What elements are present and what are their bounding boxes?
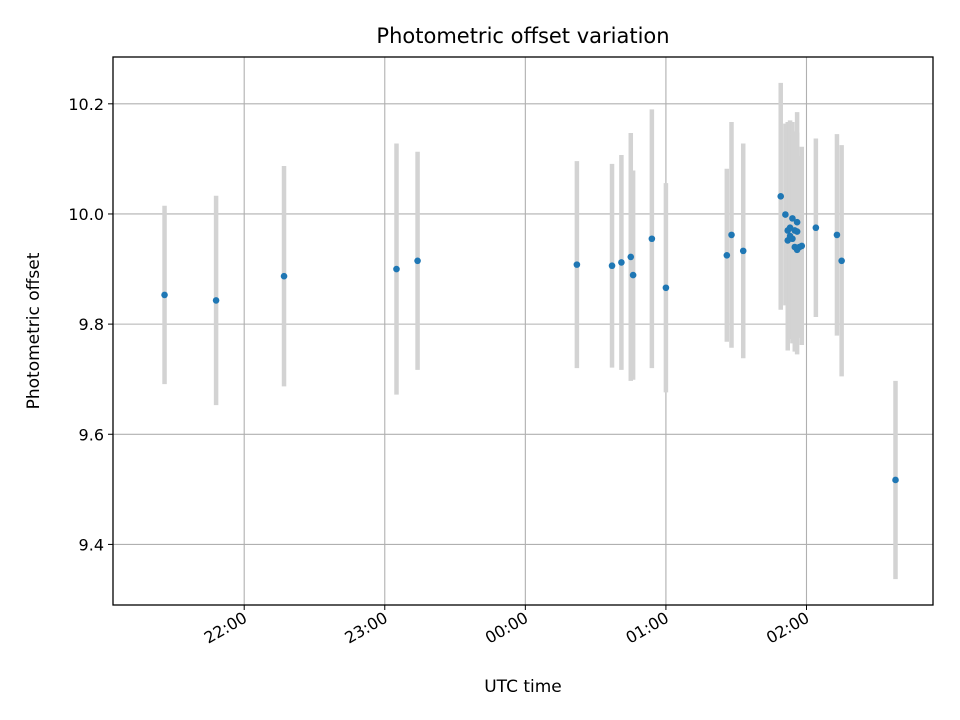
data-point <box>833 231 841 239</box>
data-point <box>280 272 288 280</box>
data-point <box>739 247 747 255</box>
x-axis-label: UTC time <box>484 677 562 697</box>
data-point <box>662 284 670 292</box>
data-point <box>793 228 801 235</box>
chart-title: Photometric offset variation <box>376 24 669 48</box>
y-tick-label: 10.0 <box>68 205 104 224</box>
data-point <box>618 259 625 266</box>
data-point <box>789 215 796 222</box>
data-point <box>627 253 635 261</box>
data-point <box>629 271 637 279</box>
data-point <box>798 242 806 250</box>
data-point <box>161 291 168 299</box>
data-point <box>728 231 735 239</box>
data-point <box>608 262 616 270</box>
data-point <box>414 257 421 265</box>
data-point <box>838 257 845 265</box>
data-point <box>212 297 220 304</box>
plot-frame <box>112 56 934 606</box>
data-point <box>648 235 656 243</box>
data-point <box>789 235 796 243</box>
data-point <box>777 193 785 200</box>
y-tick-label: 10.2 <box>68 95 104 114</box>
data-point <box>892 476 899 484</box>
data-points <box>161 193 899 484</box>
data-point <box>723 251 731 259</box>
y-tick-label: 9.4 <box>79 535 104 554</box>
data-point <box>782 211 789 218</box>
data-point <box>793 218 801 226</box>
data-point <box>812 224 820 232</box>
data-point <box>393 265 400 273</box>
y-tick-label: 9.8 <box>79 315 104 334</box>
y-axis-label: Photometric offset <box>24 252 44 409</box>
y-tick-label: 9.6 <box>79 425 104 444</box>
data-point <box>573 261 581 268</box>
